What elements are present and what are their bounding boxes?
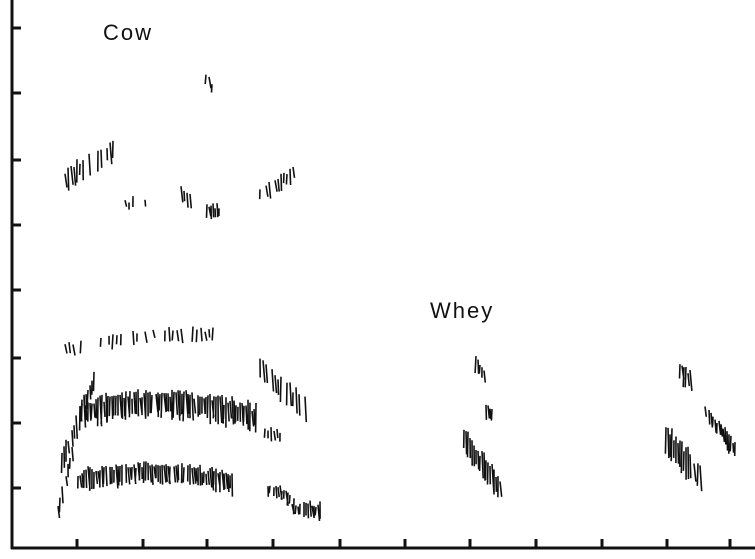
trace xyxy=(64,326,214,356)
trace xyxy=(291,498,321,522)
trace xyxy=(664,427,703,492)
trace xyxy=(204,74,213,93)
trace xyxy=(64,140,114,191)
trace xyxy=(259,358,308,423)
trace xyxy=(258,166,296,200)
trace xyxy=(180,186,193,209)
trace xyxy=(678,364,693,391)
trace xyxy=(57,447,74,519)
label-whey: Whey xyxy=(430,298,494,323)
trace xyxy=(60,371,95,474)
trace xyxy=(704,406,736,457)
trace xyxy=(263,427,281,442)
trace xyxy=(267,485,291,506)
trace xyxy=(77,461,234,497)
trace xyxy=(474,356,487,383)
trace xyxy=(462,429,503,498)
trace xyxy=(485,404,493,421)
trace xyxy=(205,203,220,220)
trace xyxy=(124,196,147,210)
trace xyxy=(79,389,257,433)
ticks xyxy=(12,26,732,548)
traces xyxy=(57,74,736,522)
label-cow: Cow xyxy=(103,20,153,45)
